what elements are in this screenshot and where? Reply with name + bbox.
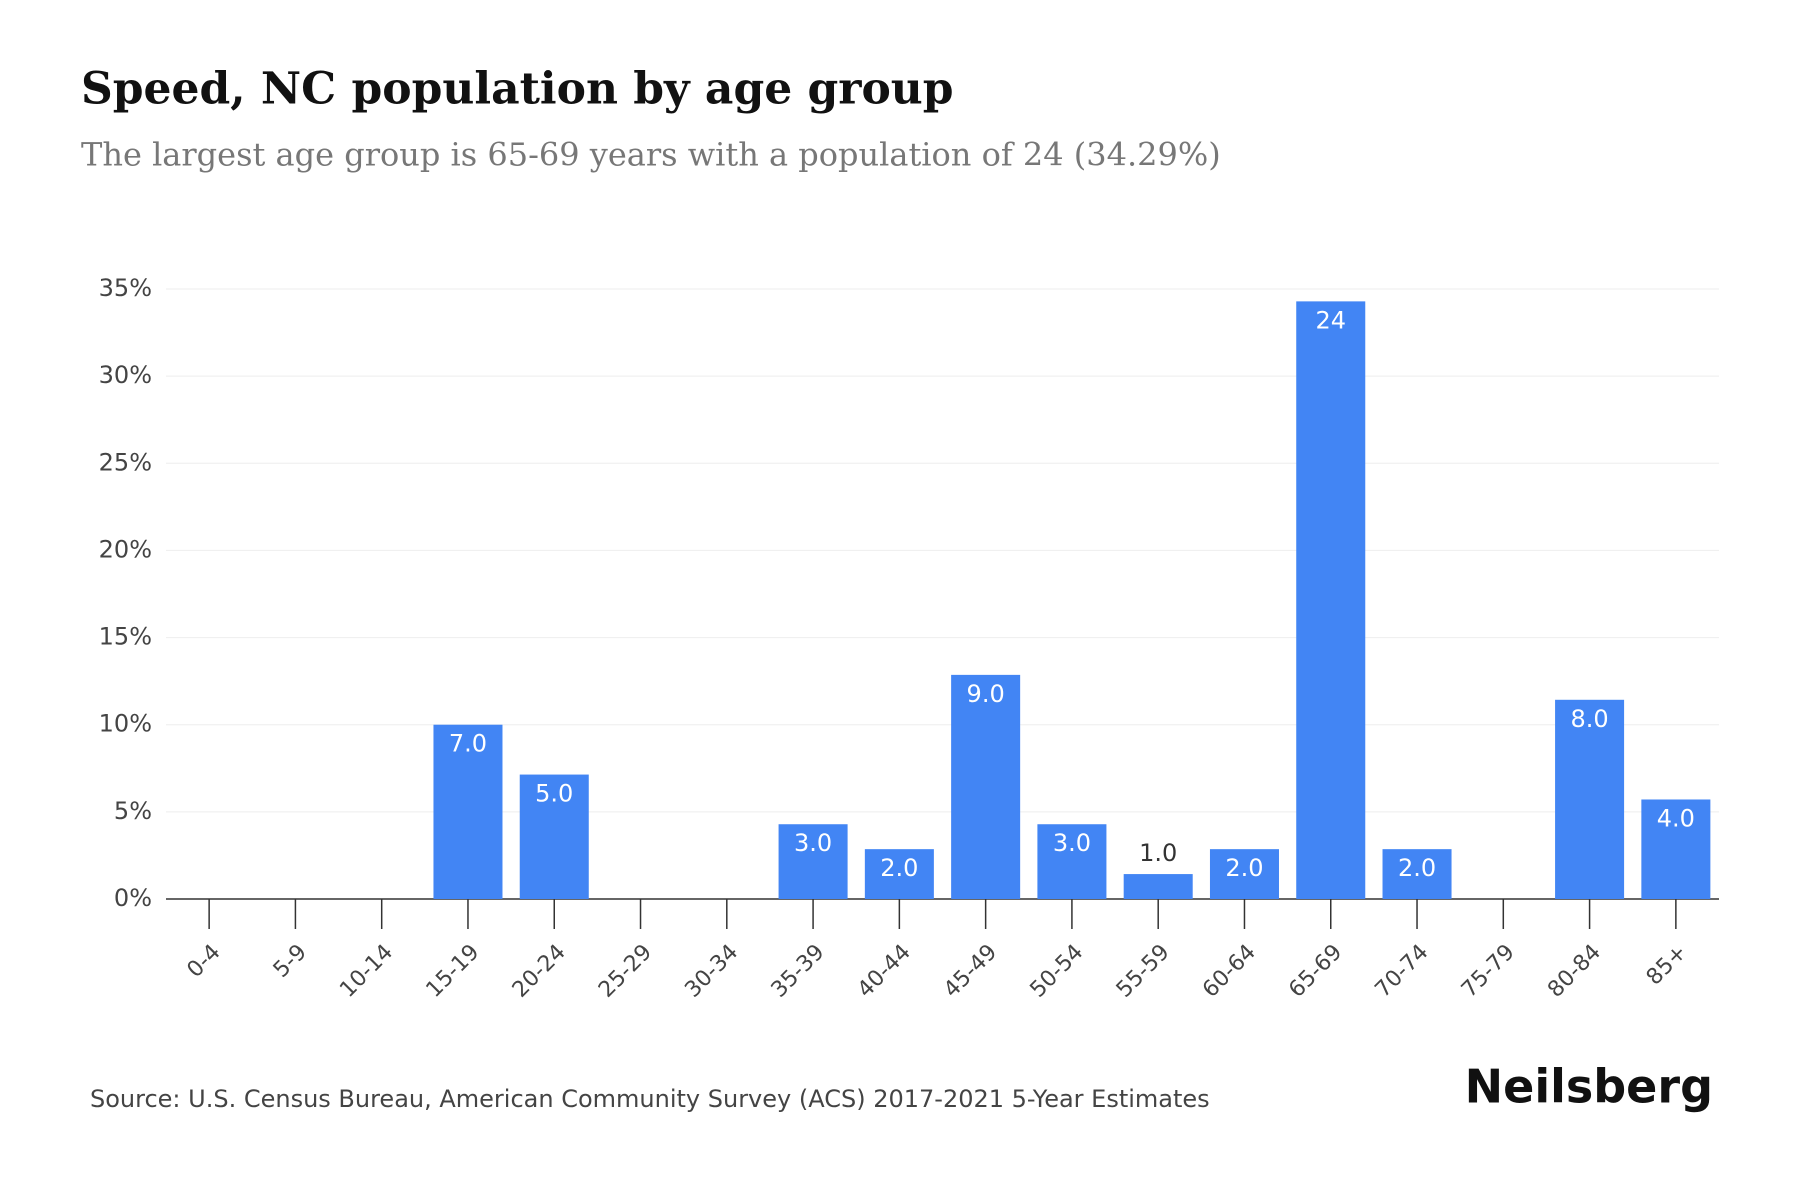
bar (519, 774, 589, 899)
x-tick-label: 35-39 (767, 940, 830, 1003)
y-tick-label: 5% (114, 797, 152, 825)
x-tick-label: 5-9 (269, 940, 312, 983)
data-label: 3.0 (1053, 829, 1091, 857)
bar (1209, 849, 1279, 899)
x-tick-label: 45-49 (939, 940, 1002, 1003)
x-tick-label: 25-29 (594, 940, 657, 1003)
x-tick-label: 40-44 (853, 940, 916, 1003)
data-label: 2.0 (1398, 854, 1436, 882)
bar (1382, 849, 1452, 899)
bar (864, 849, 934, 899)
y-tick-label: 20% (99, 535, 152, 563)
source-note: Source: U.S. Census Bureau, American Com… (90, 1085, 1210, 1113)
x-tick-label: 15-19 (422, 940, 485, 1003)
x-tick-label: 10-14 (335, 940, 398, 1003)
x-tick-label: 0-4 (183, 940, 226, 983)
data-label: 2.0 (1225, 854, 1263, 882)
y-tick-label: 25% (99, 448, 152, 476)
data-label: 8.0 (1570, 705, 1608, 733)
data-label: 1.0 (1139, 839, 1177, 867)
x-tick-label: 50-54 (1026, 940, 1089, 1003)
data-label: 24 (1315, 306, 1346, 334)
data-label: 2.0 (880, 854, 918, 882)
bar (778, 824, 848, 899)
x-tick-label: 80-84 (1543, 940, 1606, 1003)
chart-title: Speed, NC population by age group (81, 64, 954, 115)
x-tick-label: 65-69 (1284, 940, 1347, 1003)
bar (1037, 824, 1107, 899)
x-tick-label: 55-59 (1112, 940, 1175, 1003)
bar (1123, 874, 1193, 899)
data-label: 4.0 (1657, 804, 1695, 832)
x-tick-label: 20-24 (508, 940, 571, 1003)
data-label: 9.0 (967, 680, 1005, 708)
x-tick-label: 85+ (1642, 940, 1693, 991)
bar (433, 724, 503, 899)
y-tick-label: 10% (99, 710, 152, 738)
brand-logo: Neilsberg (1465, 1060, 1713, 1114)
x-tick-label: 70-74 (1371, 940, 1434, 1003)
y-tick-label: 15% (99, 623, 152, 651)
bar (1296, 301, 1366, 900)
bar (951, 674, 1021, 899)
bar (1555, 699, 1625, 899)
x-tick-label: 75-79 (1457, 940, 1520, 1003)
y-tick-label: 35% (99, 274, 152, 302)
data-label: 7.0 (449, 730, 487, 758)
data-label: 5.0 (535, 780, 573, 808)
y-tick-label: 0% (114, 884, 152, 912)
bar (1641, 799, 1711, 899)
x-tick-label: 60-64 (1198, 940, 1261, 1003)
y-tick-label: 30% (99, 361, 152, 389)
x-tick-label: 30-34 (680, 940, 743, 1003)
data-label: 3.0 (794, 829, 832, 857)
chart-subtitle: The largest age group is 65-69 years wit… (81, 136, 1221, 174)
